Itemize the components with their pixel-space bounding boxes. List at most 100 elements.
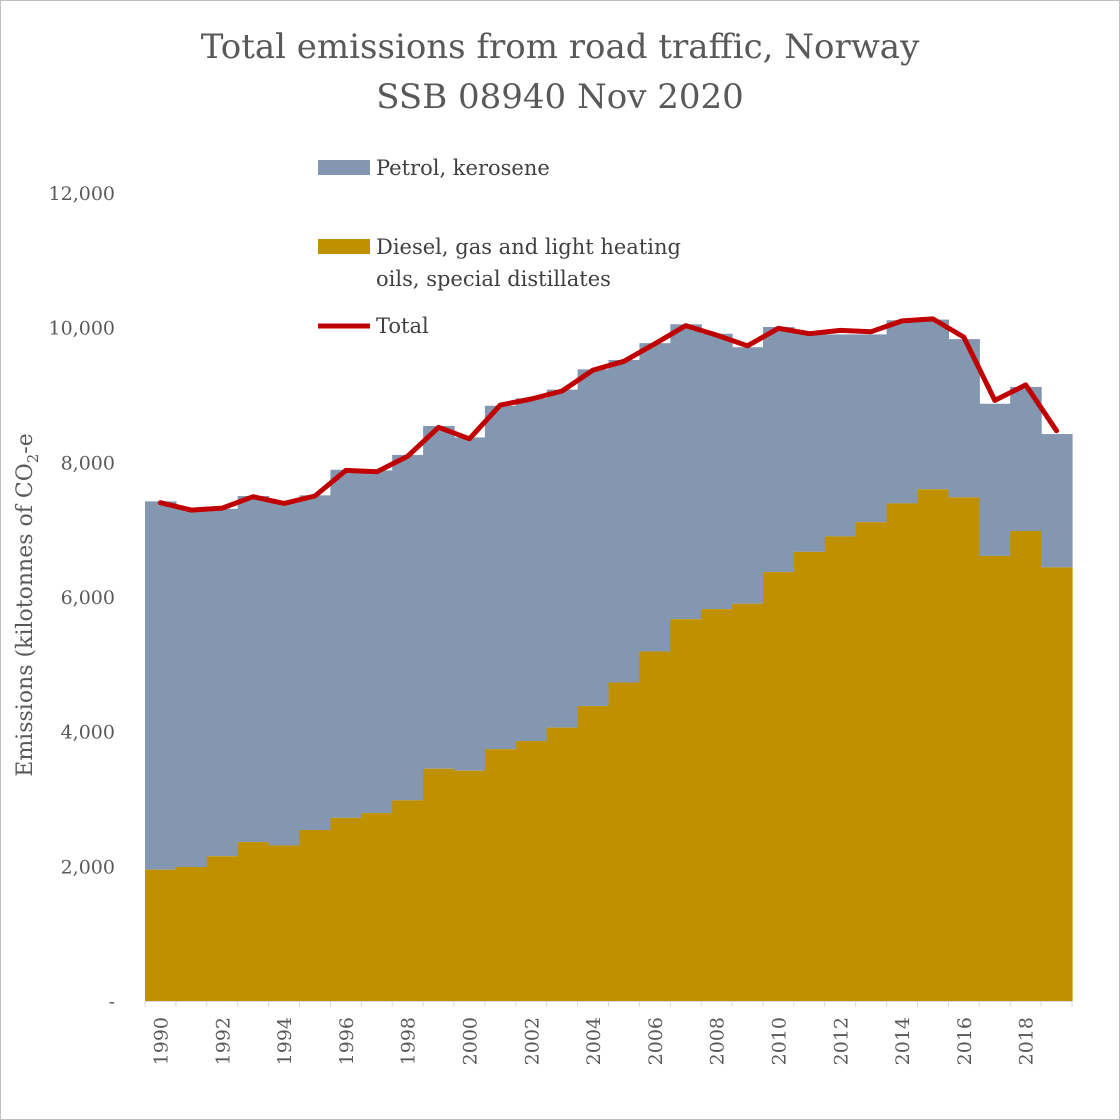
petrol-bar [237, 496, 270, 843]
x-tick-label: 1998 [398, 1017, 420, 1065]
y-tick-label: 6,000 [61, 587, 115, 609]
petrol-bar [917, 319, 949, 490]
x-tick-label: 2004 [583, 1017, 605, 1065]
petrol-bar [577, 369, 610, 707]
diesel-bar [268, 845, 301, 1001]
petrol-bar [886, 320, 919, 504]
diesel-bar [670, 619, 702, 1001]
diesel-bar [732, 603, 764, 1001]
x-tick-label: 2008 [707, 1017, 729, 1065]
diesel-bar [423, 768, 455, 1001]
petrol-bar [948, 339, 980, 498]
diesel-bar [763, 572, 795, 1001]
diesel-bar [361, 813, 393, 1001]
x-tick-label: 1992 [212, 1017, 234, 1065]
diesel-bar [515, 741, 548, 1001]
petrol-bar [732, 347, 764, 604]
petrol-bar [824, 334, 857, 537]
x-tick-label: 2000 [459, 1017, 481, 1065]
diesel-bar [886, 503, 919, 1001]
diesel-bar [577, 706, 610, 1001]
y-axis-label-sub: 2 [24, 454, 42, 464]
y-tick-label: 2,000 [61, 856, 115, 878]
total-line [157, 316, 1059, 513]
diesel-bar [546, 727, 579, 1001]
petrol-bar [268, 502, 301, 846]
petrol-bar [979, 403, 1011, 556]
plot-area [145, 316, 1073, 1001]
petrol-bar [392, 454, 424, 801]
petrol-bar [855, 334, 888, 523]
y-axis-label-suffix: -e [13, 433, 38, 453]
x-tick-label: 2010 [768, 1017, 790, 1065]
petrol-bar [1041, 434, 1073, 568]
petrol-bar [454, 437, 486, 771]
chart-title: Total emissions from road traffic, Norwa… [200, 27, 920, 67]
y-axis: - 2,000 4,000 6,000 8,000 10,000 12,000 [49, 183, 115, 1013]
x-tick-label: 1996 [336, 1017, 358, 1065]
diesel-bar [1041, 567, 1073, 1001]
diesel-bar [701, 609, 733, 1001]
petrol-bar [145, 501, 177, 870]
chart-subtitle: SSB 08940 Nov 2020 [376, 77, 744, 117]
legend-label-total: Total [376, 314, 429, 338]
diesel-bar [484, 749, 517, 1001]
diesel-bar [917, 489, 949, 1001]
diesel-bar [639, 651, 671, 1001]
y-tick-label: - [109, 991, 115, 1013]
petrol-bar [361, 470, 393, 814]
diesel-bar [1010, 531, 1042, 1001]
petrol-bar [299, 495, 331, 830]
legend-label-diesel: Diesel, gas and light heating oils, speci… [376, 235, 681, 291]
petrol-bar [484, 405, 517, 750]
diesel-bar [206, 856, 239, 1001]
legend-swatch-petrol [318, 160, 370, 175]
legend: Petrol, kerosene Diesel, gas and light he… [318, 156, 681, 338]
diesel-bar [855, 522, 888, 1001]
petrol-bar [423, 425, 455, 769]
diesel-bar [454, 770, 486, 1001]
diesel-bar [979, 555, 1011, 1001]
petrol-bar [670, 324, 702, 620]
y-tick-label: 4,000 [61, 722, 115, 744]
diesel-bar [175, 867, 208, 1001]
y-axis-label-text: Emissions (kilotonnes of CO [13, 463, 38, 776]
petrol-bar [175, 508, 208, 868]
diesel-bar [824, 536, 857, 1001]
y-tick-label: 10,000 [49, 318, 115, 340]
petrol-bar [793, 332, 826, 552]
petrol-bar [1010, 386, 1042, 532]
diesel-bar [237, 842, 270, 1001]
legend-swatch-diesel [318, 239, 370, 254]
diesel-bar [145, 869, 177, 1001]
x-tick-label: 1990 [150, 1017, 172, 1065]
petrol-bar [515, 398, 548, 742]
diesel-bar [330, 817, 362, 1001]
diesel-bar [392, 800, 424, 1001]
x-tick-label: 1994 [274, 1017, 296, 1065]
x-tick-label: 2016 [954, 1017, 976, 1065]
diesel-bar [948, 497, 980, 1001]
chart-title-block: Total emissions from road traffic, Norwa… [0, 22, 1120, 122]
x-tick-label: 2018 [1016, 1017, 1038, 1065]
petrol-bar [608, 359, 640, 683]
legend-label-petrol: Petrol, kerosene [376, 156, 550, 180]
y-axis-label: Emissions (kilotonnes of CO2-e [13, 433, 42, 776]
petrol-bar [206, 508, 239, 857]
x-tick-label: 2014 [892, 1017, 914, 1065]
y-tick-label: 8,000 [61, 452, 115, 474]
petrol-bar [763, 326, 795, 573]
diesel-bar [793, 551, 826, 1001]
x-axis: 1990 1992 1994 1996 1998 2000 2002 2004 2006 2008… [144, 1001, 1073, 1065]
diesel-bar [608, 682, 640, 1001]
x-tick-label: 2012 [830, 1017, 852, 1065]
x-tick-label: 2002 [521, 1017, 543, 1065]
petrol-bar [330, 469, 362, 818]
x-tick-label: 2006 [645, 1017, 667, 1065]
petrol-bar [546, 389, 579, 728]
diesel-bar [299, 829, 331, 1001]
petrol-bar [701, 333, 733, 610]
petrol-bar [639, 343, 671, 652]
y-tick-label: 12,000 [49, 183, 115, 205]
